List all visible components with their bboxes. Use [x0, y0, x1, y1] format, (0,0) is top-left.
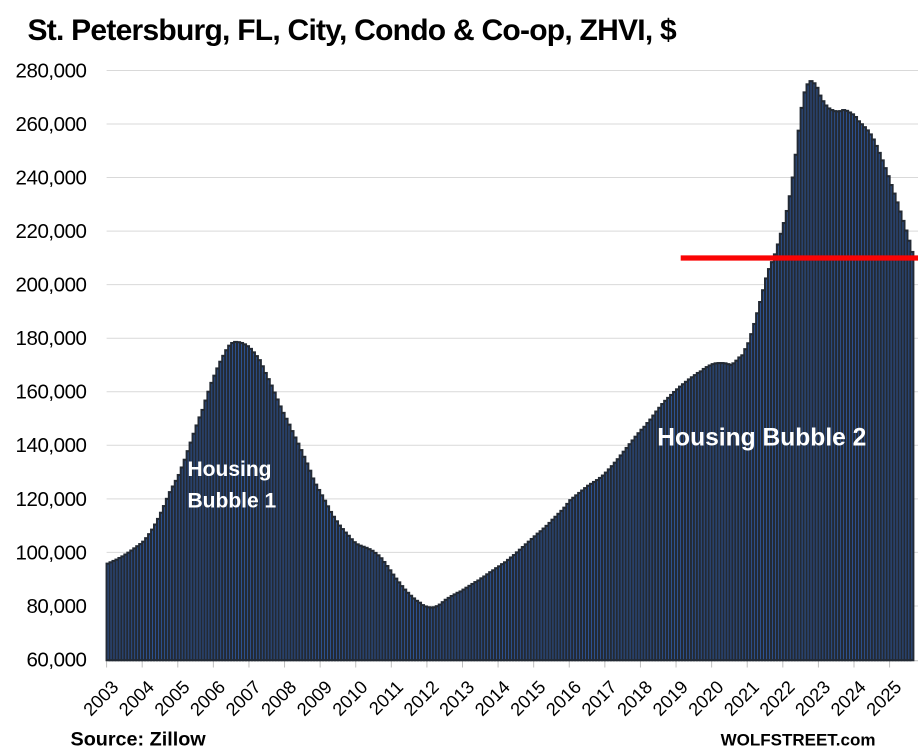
svg-text:2017: 2017 — [577, 676, 621, 720]
svg-text:2007: 2007 — [221, 676, 265, 720]
svg-text:2008: 2008 — [257, 676, 301, 720]
svg-text:220,000: 220,000 — [16, 220, 87, 243]
svg-text:2021: 2021 — [719, 676, 763, 720]
svg-text:2025: 2025 — [862, 676, 906, 720]
svg-text:280,000: 280,000 — [16, 59, 87, 82]
svg-text:2016: 2016 — [541, 676, 585, 720]
svg-text:Housing: Housing — [188, 458, 272, 481]
svg-text:60,000: 60,000 — [26, 648, 86, 671]
svg-text:WOLFSTREET.com: WOLFSTREET.com — [721, 730, 876, 749]
svg-text:Housing Bubble 2: Housing Bubble 2 — [657, 425, 866, 452]
svg-text:2014: 2014 — [470, 676, 514, 720]
svg-text:2019: 2019 — [648, 676, 692, 720]
svg-text:2009: 2009 — [292, 676, 336, 720]
svg-text:2004: 2004 — [114, 676, 158, 720]
svg-text:260,000: 260,000 — [16, 113, 87, 136]
svg-text:140,000: 140,000 — [16, 434, 87, 457]
svg-text:2022: 2022 — [755, 676, 799, 720]
svg-text:2018: 2018 — [613, 676, 657, 720]
svg-text:2010: 2010 — [328, 676, 372, 720]
svg-text:2012: 2012 — [399, 676, 443, 720]
svg-text:2005: 2005 — [150, 676, 194, 720]
svg-text:2003: 2003 — [79, 676, 123, 720]
svg-text:St. Petersburg, FL, City, Cond: St. Petersburg, FL, City, Condo & Co-op,… — [28, 14, 678, 47]
svg-text:2013: 2013 — [435, 676, 479, 720]
svg-text:2023: 2023 — [791, 676, 835, 720]
svg-text:120,000: 120,000 — [16, 488, 87, 511]
svg-text:Source: Zillow: Source: Zillow — [71, 729, 207, 751]
svg-text:240,000: 240,000 — [16, 166, 87, 189]
svg-text:2020: 2020 — [684, 676, 728, 720]
svg-text:2011: 2011 — [365, 676, 408, 719]
svg-text:Bubble 1: Bubble 1 — [188, 489, 277, 512]
svg-text:2024: 2024 — [826, 676, 870, 720]
svg-text:160,000: 160,000 — [16, 381, 87, 404]
svg-text:200,000: 200,000 — [16, 274, 87, 297]
svg-text:2015: 2015 — [506, 676, 550, 720]
svg-text:80,000: 80,000 — [26, 595, 86, 618]
svg-text:100,000: 100,000 — [16, 541, 87, 564]
svg-text:2006: 2006 — [186, 676, 230, 720]
svg-text:180,000: 180,000 — [16, 327, 87, 350]
